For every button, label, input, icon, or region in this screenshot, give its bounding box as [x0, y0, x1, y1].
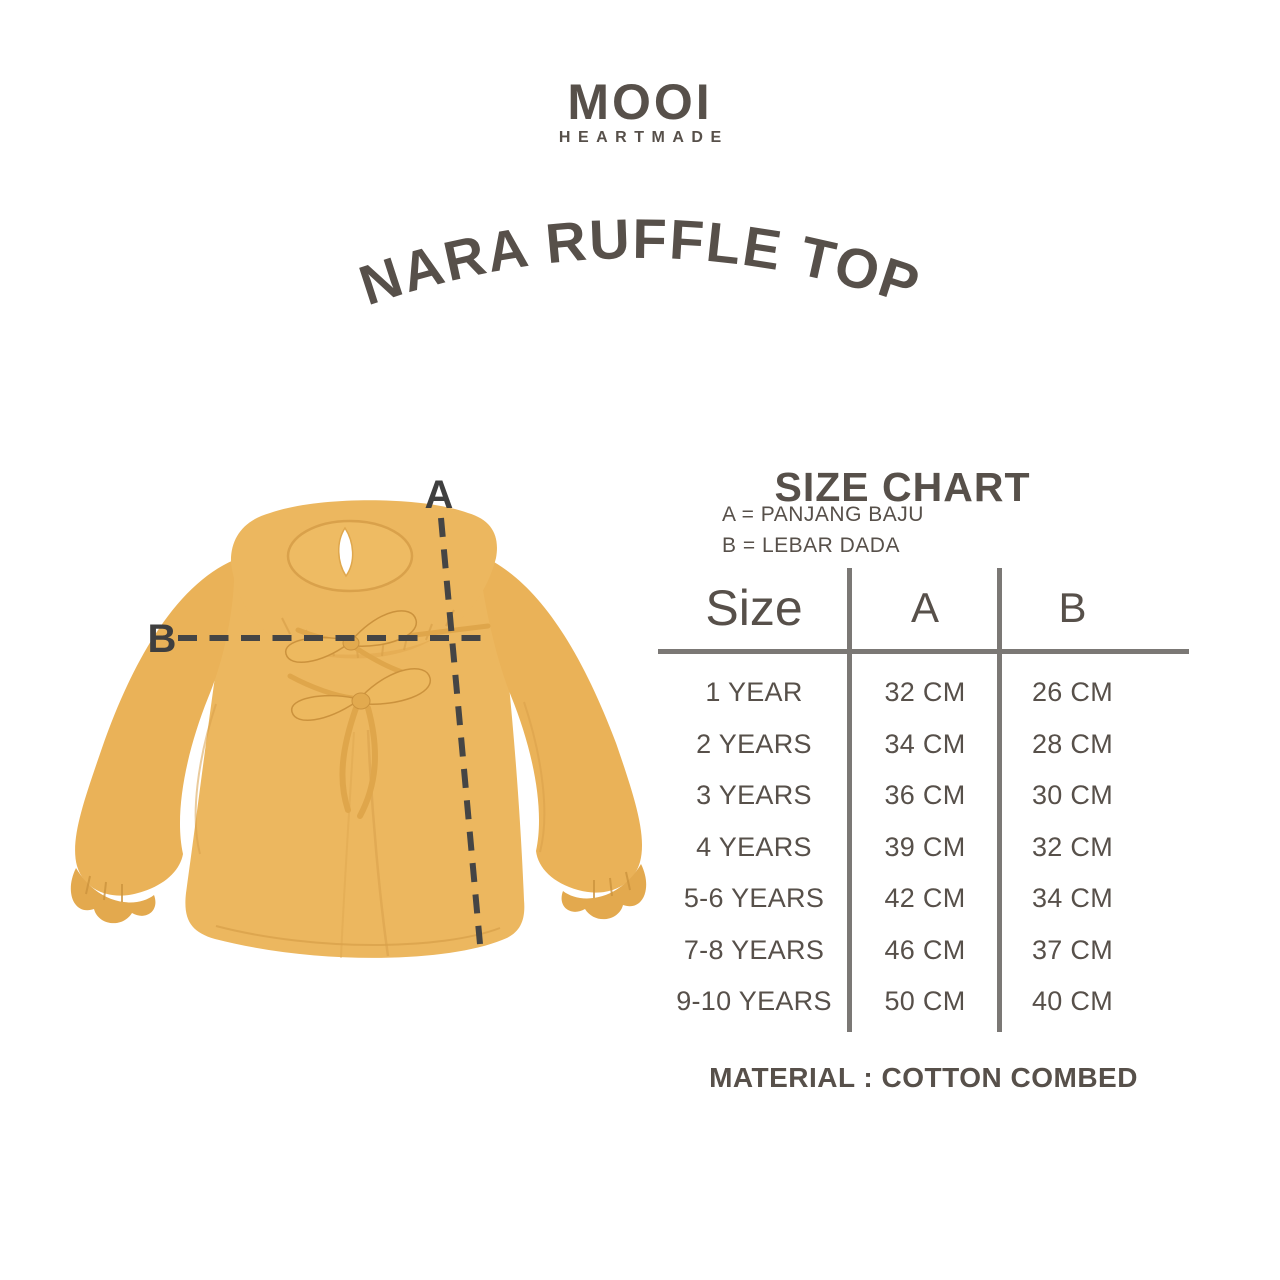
cell-a: 46 CM — [884, 934, 966, 965]
table-divider-horizontal — [658, 649, 1189, 654]
cell-size: 5-6 YEARS — [683, 883, 825, 914]
cell-b: 40 CM — [1031, 986, 1114, 1017]
column-header-size: Size — [705, 580, 803, 636]
table-row: 2 YEARS 34 CM 28 CM — [658, 719, 1189, 771]
cell-size: 1 YEAR — [705, 677, 803, 708]
cell-b: 26 CM — [1031, 677, 1114, 708]
cell-a: 39 CM — [884, 831, 966, 862]
table-row: 9-10 YEARS 50 CM 40 CM — [658, 976, 1189, 1028]
table-row: 3 YEARS 36 CM 30 CM — [658, 770, 1189, 822]
cell-b: 32 CM — [1031, 831, 1114, 862]
product-title-arc: NARA RUFFLE TOP — [352, 207, 927, 317]
shirt-body — [185, 535, 525, 959]
column-header-b: B — [1058, 584, 1087, 631]
measurement-lines: A B — [148, 473, 490, 945]
cell-size: 2 YEARS — [696, 728, 812, 759]
shirt-sleeves — [70, 554, 647, 924]
cell-size: 4 YEARS — [696, 831, 812, 862]
material-note: MATERIAL : COTTON COMBED — [709, 1062, 1138, 1093]
table-row: 1 YEAR 32 CM 26 CM — [658, 667, 1189, 719]
measure-label-a: A — [425, 473, 454, 517]
table-body: 1 YEAR 32 CM 26 CM 2 YEARS 34 CM 28 CM 3… — [658, 667, 1189, 1028]
measure-label-b: B — [148, 617, 177, 661]
table-divider-vertical-1 — [847, 568, 852, 1032]
cell-b: 34 CM — [1031, 883, 1114, 914]
table-divider-vertical-2 — [997, 568, 1002, 1032]
legend-line-a: A = PANJANG BAJU — [722, 503, 924, 526]
cell-a: 36 CM — [884, 780, 966, 811]
size-chart-section: SIZE CHART A = PANJANG BAJU B = LEBAR DA… — [658, 0, 1189, 1280]
shirt-collar — [230, 500, 497, 659]
cell-b: 37 CM — [1031, 934, 1114, 965]
cell-b: 28 CM — [1031, 728, 1114, 759]
cell-size: 7-8 YEARS — [683, 934, 825, 965]
table-row: 7-8 YEARS 46 CM 37 CM — [658, 925, 1189, 977]
legend-line-b: B = LEBAR DADA — [722, 534, 900, 557]
bow-tie-bottom — [287, 668, 431, 819]
cell-a: 50 CM — [884, 986, 966, 1017]
brand-logo: MOOI HEARTMADE — [0, 74, 1280, 147]
table-row: 5-6 YEARS 42 CM 34 CM — [658, 873, 1189, 925]
brand-name: MOOI — [567, 74, 713, 130]
cell-a: 32 CM — [884, 677, 966, 708]
size-chart-legend: A = PANJANG BAJU B = LEBAR DADA — [722, 499, 924, 561]
table-row: 4 YEARS 39 CM 32 CM — [658, 822, 1189, 874]
cell-a: 34 CM — [884, 728, 966, 759]
cell-b: 30 CM — [1031, 780, 1114, 811]
measure-line-a — [438, 517, 483, 945]
cell-a: 42 CM — [884, 883, 966, 914]
size-chart-heading: SIZE CHART — [774, 464, 1031, 511]
column-header-a: A — [910, 584, 939, 631]
keyhole-opening — [338, 526, 354, 578]
shirt-illustration: A B — [70, 473, 647, 959]
cell-size: 3 YEARS — [696, 780, 812, 811]
brand-subtitle: HEARTMADE — [558, 129, 729, 146]
cell-size: 9-10 YEARS — [676, 986, 832, 1017]
table-header-row: Size A B — [658, 568, 1189, 648]
